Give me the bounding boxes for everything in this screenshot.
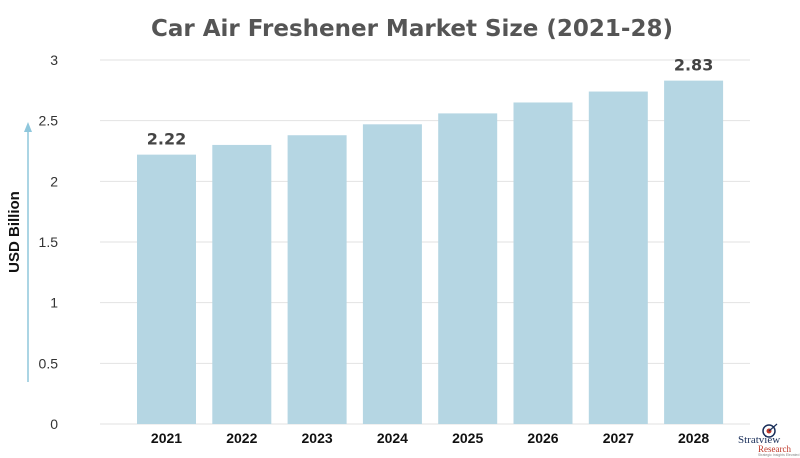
bar-2023 [287,135,347,424]
y-tick-label: 2.5 [39,113,59,129]
y-tick-label: 0.5 [39,355,59,371]
data-labels: 2.22 2.83 [147,56,714,149]
y-tick-label: 0 [50,416,58,432]
brand-tagline: Research [758,444,791,454]
x-tick-label: 2024 [377,430,408,446]
x-tick-label: 2026 [527,430,558,446]
y-tick-label: 2 [50,173,58,189]
x-axis-ticks: 2021 2022 2023 2024 2025 2026 2027 2028 [151,430,709,446]
bar-2025 [438,113,498,425]
data-label: 2.22 [147,130,186,149]
y-axis-label: USD Billion [6,191,23,273]
brand-name: Stratview [738,434,780,446]
y-tick-label: 3 [50,52,58,68]
data-label: 2.83 [674,56,713,75]
x-tick-label: 2028 [678,430,709,446]
y-axis-arrow [24,122,32,382]
gridlines [100,59,750,425]
x-tick-label: 2022 [226,430,257,446]
x-tick-label: 2023 [302,430,333,446]
y-tick-label: 1 [50,295,58,311]
bar-2027 [588,91,648,425]
brand-logo: Stratview Research Strategic Insights El… [738,423,799,457]
x-tick-label: 2021 [151,430,182,446]
y-axis-ticks: 0 0.5 1 1.5 2 2.5 3 [39,52,59,432]
chart-title: Car Air Freshener Market Size (2021-28) [151,16,673,42]
bars [137,80,724,425]
x-tick-label: 2025 [452,430,483,446]
brand-slogan: Strategic Insights Elevated [758,453,799,457]
x-tick-label: 2027 [603,430,634,446]
bar-2024 [362,124,422,424]
bar-2022 [212,144,272,424]
target-logo-icon [762,423,778,438]
bar-2021 [137,154,196,424]
y-tick-label: 1.5 [39,234,59,250]
bar-2028 [664,80,724,425]
bar-2026 [513,102,573,424]
